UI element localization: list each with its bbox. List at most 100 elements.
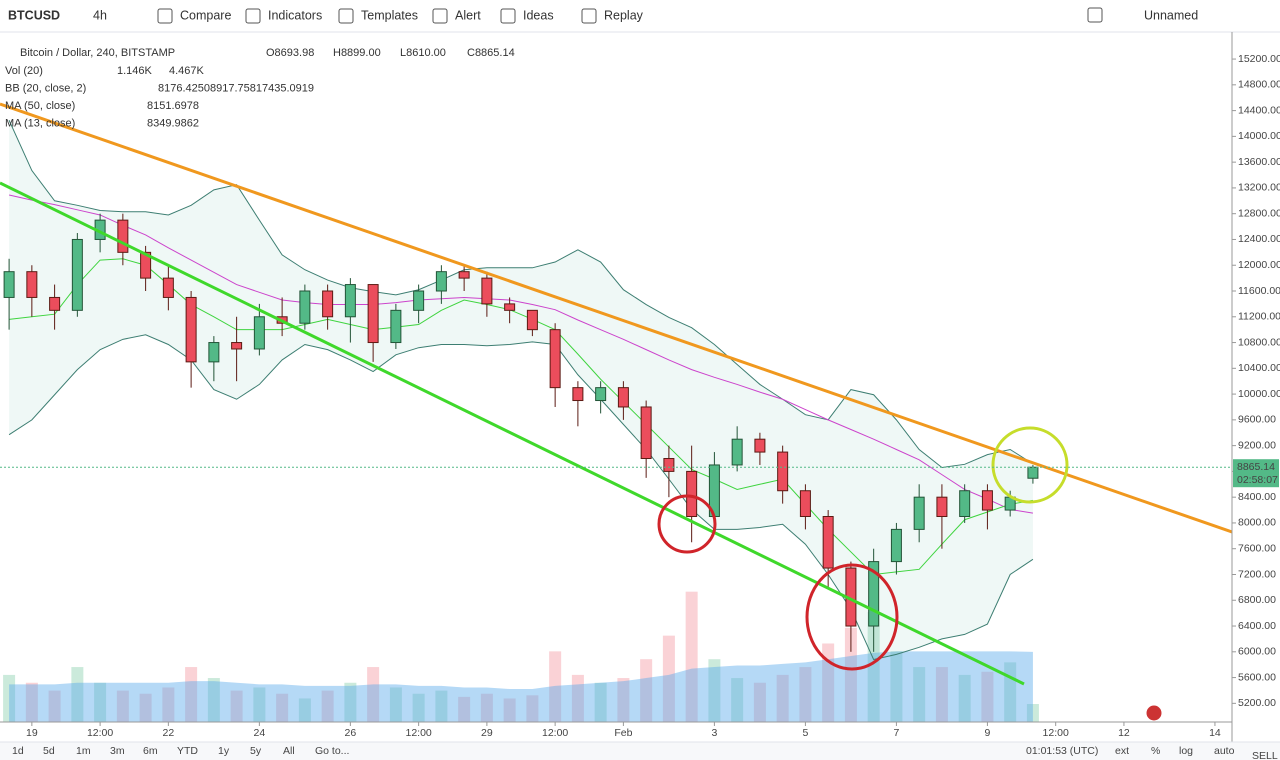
- y-tick-label: 12800.00: [1238, 207, 1280, 219]
- toolbar-button[interactable]: Replay: [604, 8, 644, 22]
- volume-bar: [458, 696, 471, 722]
- range-button[interactable]: All: [283, 745, 295, 757]
- x-tick-label: 12:00: [542, 727, 568, 739]
- range-button[interactable]: 1m: [76, 745, 91, 757]
- candle-body: [777, 451, 789, 492]
- volume-bar: [1026, 704, 1039, 722]
- volume-bar: [640, 659, 653, 722]
- sell-button[interactable]: SELL: [1252, 750, 1278, 760]
- candle-body: [890, 528, 902, 563]
- volume-bar: [25, 682, 38, 722]
- volume-bar: [776, 674, 789, 722]
- range-button[interactable]: 5d: [43, 745, 55, 757]
- option-button[interactable]: log: [1179, 745, 1193, 757]
- toolbar-button[interactable]: Ideas: [523, 8, 554, 22]
- volume-bar: [3, 674, 16, 722]
- volume-bar: [185, 667, 198, 722]
- candle-body: [754, 438, 766, 453]
- range-button[interactable]: 1d: [12, 745, 24, 757]
- volume-bar: [344, 682, 357, 722]
- y-tick-label: 11200.00: [1238, 311, 1280, 323]
- volume-bar: [571, 674, 584, 722]
- trendline-resistance: [0, 102, 1232, 534]
- candle-body: [208, 342, 220, 363]
- indicator-value: 8917.7581: [210, 82, 262, 94]
- volume-bar: [526, 695, 539, 722]
- volume-ma-area: [9, 651, 1033, 722]
- x-tick-label: Feb: [614, 727, 632, 739]
- ohlc-label: O8693.98: [266, 47, 314, 59]
- option-button[interactable]: ext: [1115, 745, 1129, 757]
- interval[interactable]: 4h: [93, 8, 107, 22]
- volume-bar: [617, 678, 630, 722]
- volume-bar: [981, 671, 994, 722]
- candle-body: [981, 490, 993, 511]
- candle-body: [49, 296, 61, 311]
- y-tick-label: 10400.00: [1238, 362, 1280, 374]
- candle-body: [822, 516, 834, 569]
- y-tick-label: 10000.00: [1238, 388, 1280, 400]
- y-tick-label: 11600.00: [1238, 285, 1280, 297]
- ohlc-label: L8610.00: [400, 47, 446, 59]
- volume-bar: [935, 667, 948, 722]
- option-button[interactable]: %: [1151, 745, 1160, 757]
- range-button[interactable]: Go to...: [315, 745, 349, 757]
- countdown: 02:58:07: [1237, 474, 1278, 486]
- toolbar-button[interactable]: Indicators: [268, 8, 322, 22]
- candle-body: [731, 438, 743, 466]
- button-icon: [500, 8, 516, 24]
- trendline-support: [0, 181, 1025, 686]
- y-tick-label: 15200.00: [1238, 53, 1280, 65]
- symbol[interactable]: BTCUSD: [8, 8, 60, 22]
- x-tick-label: 9: [984, 727, 990, 739]
- y-tick-label: 10800.00: [1238, 336, 1280, 348]
- volume-bar: [958, 674, 971, 722]
- option-button[interactable]: auto: [1214, 745, 1235, 757]
- range-button[interactable]: 6m: [143, 745, 158, 757]
- y-tick-label: 7600.00: [1238, 542, 1276, 554]
- button-icon: [581, 8, 597, 24]
- indicator-value: 7435.0919: [262, 82, 314, 94]
- indicator-value: 8151.6978: [147, 100, 199, 112]
- candle-body: [162, 277, 174, 298]
- range-button[interactable]: 1y: [218, 745, 230, 757]
- volume-bar: [412, 693, 425, 722]
- ohlc-label: C8865.14: [467, 47, 515, 59]
- candle-body: [413, 290, 425, 311]
- range-button[interactable]: 3m: [110, 745, 125, 757]
- layout-checkbox[interactable]: [1087, 7, 1103, 23]
- candle-body: [458, 271, 470, 279]
- candle-body: [390, 309, 402, 344]
- x-tick-label: 26: [345, 727, 357, 739]
- y-tick-label: 9600.00: [1238, 414, 1276, 426]
- volume-bar: [708, 659, 721, 722]
- y-tick-label: 13600.00: [1238, 156, 1280, 168]
- toolbar-button[interactable]: Templates: [361, 8, 418, 22]
- range-button[interactable]: YTD: [177, 745, 198, 757]
- volume-bar: [298, 698, 311, 722]
- layout-name[interactable]: Unnamed: [1144, 8, 1198, 22]
- candle-body: [959, 490, 971, 518]
- toolbar-button[interactable]: Compare: [180, 8, 231, 22]
- indicator-value: 4.467K: [169, 65, 205, 77]
- x-tick-label: 22: [163, 727, 175, 739]
- y-tick-label: 12400.00: [1238, 233, 1280, 245]
- y-tick-label: 12000.00: [1238, 259, 1280, 271]
- candle-body: [435, 271, 447, 292]
- y-tick-label: 9200.00: [1238, 439, 1276, 451]
- volume-bar: [276, 693, 289, 722]
- last-price-label: 8865.14: [1237, 461, 1275, 473]
- candle-body: [367, 284, 379, 344]
- indicator-name: BB (20, close, 2): [5, 82, 86, 94]
- indicator-name: MA (13, close): [5, 117, 75, 129]
- range-button[interactable]: 5y: [250, 745, 262, 757]
- ma-line: [8, 194, 1034, 514]
- ohlc-label: H8899.00: [333, 47, 381, 59]
- plot-area: [0, 102, 1232, 722]
- toolbar-button[interactable]: Alert: [455, 8, 481, 22]
- candle-body: [617, 387, 629, 408]
- volume-bar: [230, 690, 243, 722]
- y-tick-label: 13200.00: [1238, 182, 1280, 194]
- volume-bar: [94, 682, 107, 722]
